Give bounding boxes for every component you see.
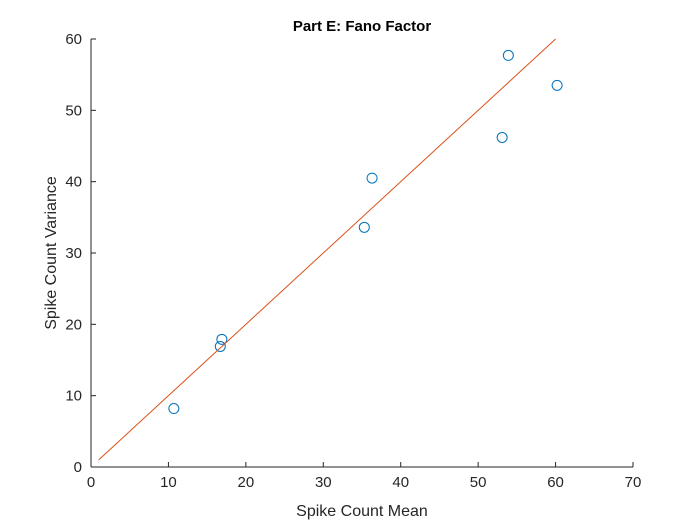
x-tick-label: 20 xyxy=(238,474,255,491)
x-axis-label: Spike Count Mean xyxy=(296,503,428,520)
series-layer xyxy=(98,38,563,461)
y-tick-label: 50 xyxy=(65,102,82,119)
plot-background xyxy=(91,39,633,467)
y-tick-label: 30 xyxy=(65,245,82,262)
x-tick-label: 50 xyxy=(470,474,487,491)
x-tick-label: 70 xyxy=(625,474,642,491)
x-tick-label: 30 xyxy=(315,474,332,491)
y-tick-label: 40 xyxy=(65,174,82,191)
x-tick-label: 40 xyxy=(392,474,409,491)
data-point xyxy=(358,221,370,233)
chart-title: Part E: Fano Factor xyxy=(293,18,432,35)
data-point xyxy=(214,340,226,352)
x-tick-label: 10 xyxy=(160,474,177,491)
y-tick-label: 0 xyxy=(74,459,82,476)
data-point xyxy=(496,131,508,143)
y-tick-label: 10 xyxy=(65,388,82,405)
ticks: 0 10 20 30 40 50 60 70 0 10 20 30 40 50 60 xyxy=(65,31,641,491)
y-axis-label: Spike Count Variance xyxy=(43,176,60,330)
y-tick-label: 20 xyxy=(65,316,82,333)
data-point xyxy=(502,49,514,61)
fit-line xyxy=(98,38,556,461)
x-tick-label: 60 xyxy=(547,474,564,491)
data-point xyxy=(551,79,563,91)
axes xyxy=(90,39,633,468)
data-point xyxy=(216,333,228,345)
data-point xyxy=(366,172,378,184)
y-tick-label: 60 xyxy=(65,31,82,48)
x-tick-label: 0 xyxy=(87,474,95,491)
data-point xyxy=(168,403,180,415)
